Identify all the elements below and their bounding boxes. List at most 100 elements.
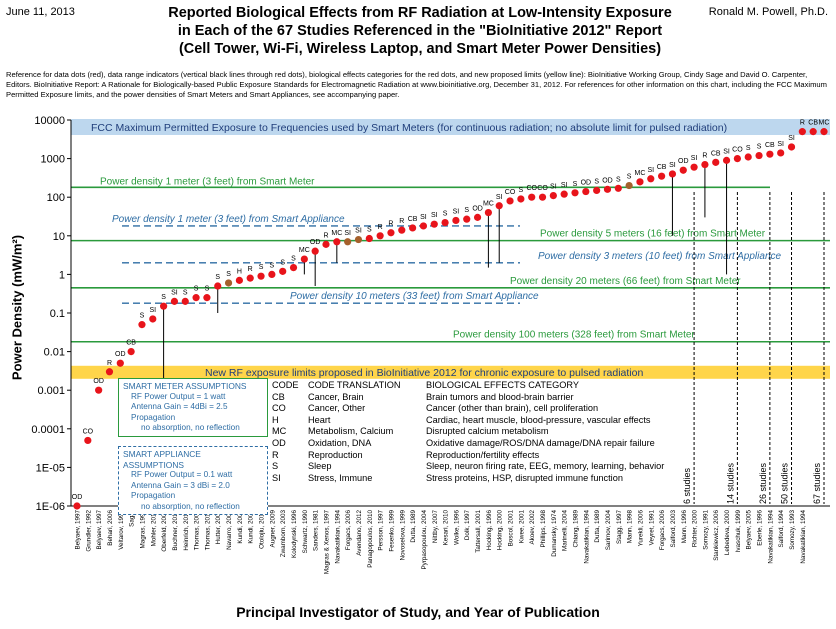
data-dot — [722, 156, 731, 164]
data-dot — [820, 128, 828, 136]
data-dot — [582, 187, 590, 196]
code: R — [272, 449, 279, 460]
data-dot — [506, 197, 514, 205]
study-name-label: Sanders, 1981 — [313, 510, 320, 551]
code: S — [272, 461, 279, 472]
effect-code-label: CB — [657, 164, 667, 171]
study-name-label: Tattersall, 2001 — [475, 510, 482, 553]
effect-code-label: OD — [72, 494, 83, 501]
code-category: Sleep, neuron firing rate, EEG, memory, … — [426, 461, 665, 472]
study-name-label: Wolke, 1996 — [453, 510, 460, 545]
effect-code-label: S — [226, 271, 231, 278]
data-dot — [322, 240, 330, 248]
study-name-label: Thomas, 2010 — [204, 510, 211, 551]
code: SI — [272, 472, 281, 483]
code-translation: Cancer, Other — [308, 403, 366, 414]
effect-code-label: SI — [669, 162, 676, 169]
study-count-label: 26 studies — [758, 462, 768, 504]
data-dot — [560, 190, 568, 198]
code: CO — [272, 403, 286, 414]
y-axis-label: Power Density (mW/m²) — [9, 234, 25, 381]
study-name-label: Kundi, 2009 — [237, 510, 244, 544]
study-name-label: Veyret, 1991 — [648, 510, 655, 546]
data-dot — [333, 238, 341, 246]
data-dot — [603, 185, 612, 193]
effect-code-label: S — [194, 286, 199, 293]
smart-meter-line-label: Power density 100 meters (328 feet) from… — [453, 330, 695, 341]
effect-code-label: OD — [472, 205, 483, 212]
y-tick-label: 0.0001 — [31, 424, 65, 436]
data-dot — [192, 294, 200, 302]
x-axis-label: Principal Investigator of Study, and Yea… — [236, 604, 600, 620]
effect-code-label: S — [280, 259, 285, 266]
effect-code-label: S — [594, 178, 599, 185]
y-tick-label: 1000 — [41, 154, 65, 166]
study-name-label: Kwee, 2001 — [518, 510, 525, 544]
meter-assumption-line: no absorption, no reflection — [141, 423, 240, 432]
effect-code-label: OD — [602, 177, 613, 184]
effect-code-label: MC — [819, 120, 830, 127]
effect-code-label: MC — [483, 201, 494, 208]
code-translation: Metabolism, Calcium — [308, 426, 394, 437]
effect-code-label: SI — [777, 141, 784, 148]
effect-code-label: SI — [344, 230, 351, 237]
title-line-1: Reported Biological Effects from RF Radi… — [168, 5, 672, 21]
data-dot — [160, 302, 168, 310]
reference-note: Reference for data dots (red), data rang… — [6, 70, 827, 99]
effect-code-label: SI — [788, 135, 795, 142]
effect-code-label: SI — [453, 208, 460, 215]
effect-code-label: S — [616, 176, 621, 183]
effect-code-label: S — [215, 274, 220, 281]
study-name-label: Belyaev, 2005 — [746, 510, 753, 550]
study-name-label: Chiang, 1989 — [573, 510, 580, 548]
study-name-label: Somozy, 1991 — [702, 510, 709, 550]
y-tick-label: 0.01 — [44, 347, 65, 359]
data-dot — [787, 143, 796, 151]
proposed-limit-label: New RF exposure limits proposed in BioIn… — [205, 367, 643, 379]
study-name-label: Kesari, 2010 — [443, 510, 450, 546]
code-category: Cardiac, heart muscle, blood-pressure, v… — [426, 414, 651, 425]
appliance-assumption-line: Propagation — [131, 491, 176, 500]
study-name-label: Yurekli, 2006 — [637, 510, 644, 547]
code-translation: Cancer, Brain — [308, 391, 364, 402]
study-name-label: Mohler, 2010 — [150, 510, 157, 547]
meter-assumption-line: RF Power Output = 1 watt — [131, 391, 226, 401]
effect-code-label: R — [248, 266, 253, 273]
data-dot — [517, 195, 525, 203]
effect-code-label: SI — [550, 184, 557, 191]
data-dot — [647, 175, 655, 183]
data-dot — [766, 150, 774, 158]
effect-code-label: OD — [310, 239, 321, 246]
appliance-assumptions-title: SMART APPLIANCE ASSUMPTIONS — [123, 449, 201, 470]
data-dot — [625, 181, 633, 190]
codes-row: S Sleep Sleep, neuron firing rate, EEG, me… — [272, 461, 664, 473]
effect-code-label: CO — [537, 185, 548, 192]
codes-row: H Heart Cardiac, heart muscle, blood-press… — [272, 415, 664, 427]
study-name-label: Zwamborn, 2003 — [280, 510, 287, 558]
effect-code-label: SI — [496, 194, 503, 201]
data-dot — [473, 213, 482, 221]
study-count-label: 67 studies — [812, 462, 822, 504]
study-name-label: Otolojiu, 2010 — [259, 510, 266, 549]
data-dot — [84, 436, 92, 445]
effect-code-label: S — [757, 144, 762, 151]
title-line-3: (Cell Tower, Wi-Fi, Wireless Laptop, and… — [178, 41, 662, 57]
data-dot — [668, 170, 677, 178]
data-dot — [798, 128, 806, 136]
data-dot — [116, 359, 124, 367]
study-name-label: Dumansky, 1974 — [551, 510, 558, 557]
data-dot — [279, 267, 287, 275]
code-category: Stress proteins, HSP, disrupted immune f… — [426, 472, 623, 483]
study-name-label: Mann, 1998 — [627, 510, 634, 544]
study-name-label: Fesenko, 1999 — [388, 510, 395, 552]
y-tick-label: 1E-06 — [36, 501, 65, 513]
study-name-label: Somozy, 1993 — [789, 510, 796, 550]
data-dot — [409, 224, 417, 232]
effect-code-label: CO — [83, 428, 94, 435]
study-name-label: Navakatikian, 1994 — [334, 510, 341, 564]
effect-code-label: CO — [732, 147, 743, 154]
data-dot — [268, 270, 276, 278]
effect-code-label: SI — [723, 148, 730, 155]
study-name-label: Hutter, 2006 — [215, 510, 222, 545]
data-dot — [528, 193, 536, 201]
